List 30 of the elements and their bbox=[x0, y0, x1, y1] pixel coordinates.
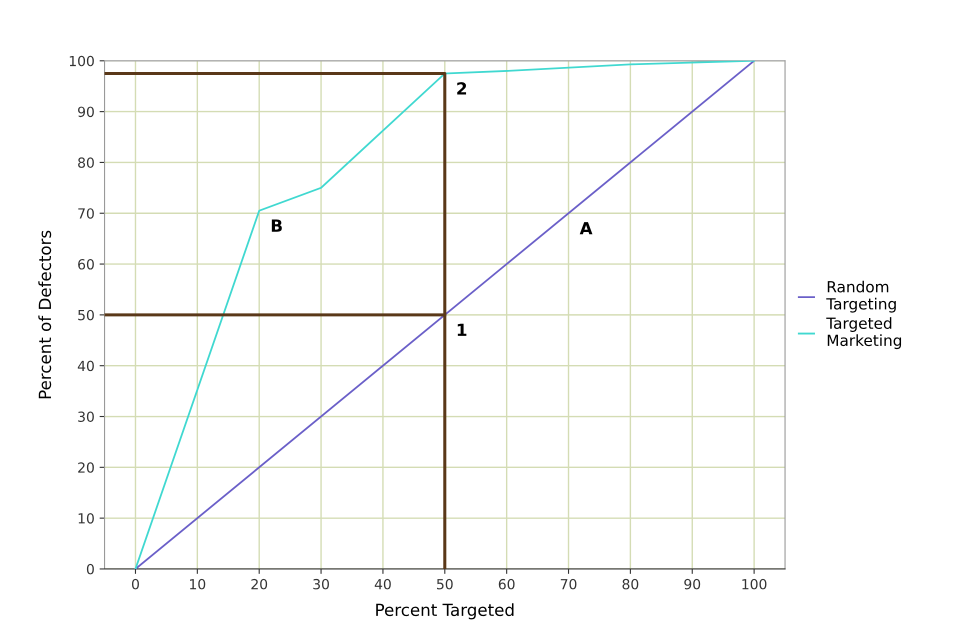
annotation: B bbox=[272, 220, 282, 232]
x-axis-title: Percent Targeted bbox=[376, 603, 514, 620]
y-axis-title: Percent of Defectors bbox=[38, 230, 52, 398]
x-tick-label: 10 bbox=[190, 578, 206, 590]
y-tick-label: 30 bbox=[78, 411, 94, 422]
annotation: 2 bbox=[457, 82, 466, 94]
y-tick-label: 60 bbox=[78, 259, 94, 270]
y-tick-label: 90 bbox=[78, 106, 94, 118]
x-tick-label: 80 bbox=[622, 578, 638, 590]
legend-label: Random Targeting bbox=[826, 280, 896, 313]
x-tick-label: 40 bbox=[374, 578, 391, 590]
y-tick-label: 70 bbox=[78, 208, 94, 219]
y-tick-label: 100 bbox=[70, 56, 94, 66]
x-tick-label: 70 bbox=[560, 578, 576, 590]
x-tick-label: 30 bbox=[313, 578, 329, 590]
y-tick-label: 10 bbox=[78, 513, 94, 524]
x-tick-label: 90 bbox=[684, 578, 700, 590]
y-tick-label: 20 bbox=[78, 462, 94, 473]
x-tick-label: 50 bbox=[437, 578, 453, 590]
y-tick-label: 40 bbox=[78, 360, 94, 372]
y-tick-label: 80 bbox=[78, 157, 94, 168]
annotation: 1 bbox=[458, 324, 466, 336]
y-tick-label: 50 bbox=[78, 310, 94, 320]
x-tick-label: 60 bbox=[498, 578, 515, 590]
x-tick-label: 0 bbox=[132, 578, 139, 590]
x-tick-label: 100 bbox=[742, 578, 766, 590]
y-tick-label: 0 bbox=[86, 564, 94, 574]
x-tick-label: 20 bbox=[251, 578, 268, 590]
annotation: A bbox=[580, 222, 592, 234]
legend-label: Targeted Marketing bbox=[826, 317, 902, 350]
